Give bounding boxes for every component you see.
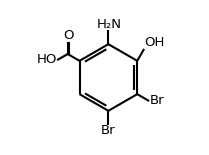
Text: Br: Br xyxy=(149,94,164,107)
Text: HO: HO xyxy=(36,53,57,66)
Text: O: O xyxy=(63,29,74,42)
Text: OH: OH xyxy=(144,36,165,49)
Text: Br: Br xyxy=(101,124,116,137)
Text: H₂N: H₂N xyxy=(97,18,122,31)
